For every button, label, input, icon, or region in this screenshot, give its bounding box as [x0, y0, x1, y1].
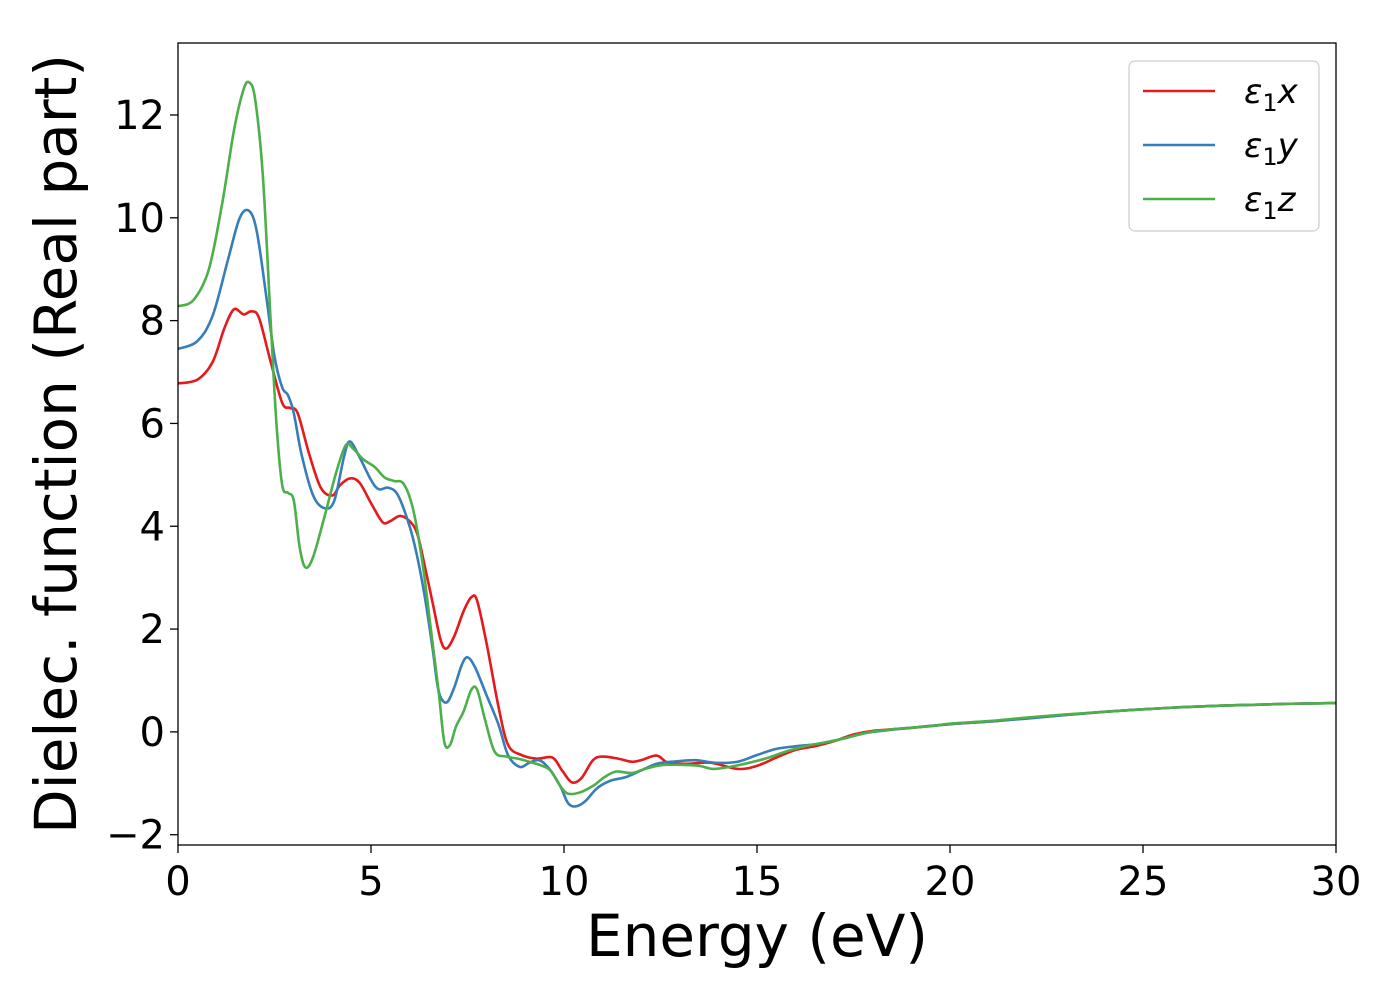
series-line-z	[178, 80, 1336, 796]
x-tick-label: 30	[1311, 859, 1362, 905]
y-axis-label: Dielec. function (Real part)	[22, 54, 90, 834]
y-tick-label: 10	[114, 196, 165, 242]
y-tick-label: 2	[140, 607, 165, 653]
x-tick-label: 15	[732, 859, 783, 905]
x-axis: 0 5 10 15 20 25 30	[165, 845, 1361, 905]
y-tick-label: −2	[106, 813, 165, 859]
legend: ε1x ε1y ε1z	[1128, 60, 1320, 232]
y-tick-label: 12	[114, 93, 165, 139]
x-axis-label: Energy (eV)	[586, 902, 928, 970]
legend-label-x: ε1x	[1244, 72, 1299, 117]
x-tick-label: 10	[539, 859, 590, 905]
series-line-x	[178, 307, 1336, 784]
y-tick-label: 0	[140, 710, 165, 756]
y-tick-label: 8	[140, 299, 165, 345]
legend-label-y: ε1y	[1244, 126, 1299, 171]
y-tick-label: 6	[140, 401, 165, 447]
series-line-y	[178, 208, 1336, 808]
y-axis: −2 0 2 4 6 8 10 12	[106, 93, 178, 859]
x-tick-label: 0	[165, 859, 190, 905]
y-tick-label: 4	[140, 504, 165, 550]
series-layer	[178, 80, 1336, 808]
x-tick-label: 5	[358, 859, 383, 905]
x-tick-label: 25	[1118, 859, 1169, 905]
x-tick-label: 20	[925, 859, 976, 905]
legend-label-z: ε1z	[1244, 180, 1297, 225]
legend-box	[1128, 60, 1320, 232]
